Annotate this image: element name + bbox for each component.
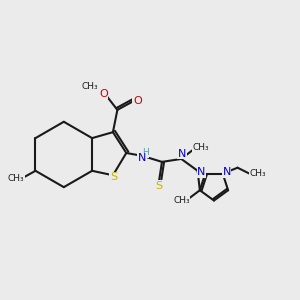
Text: O: O <box>99 88 108 98</box>
Text: S: S <box>155 181 163 191</box>
Text: CH₃: CH₃ <box>249 169 266 178</box>
Text: CH₃: CH₃ <box>8 174 25 183</box>
Text: N: N <box>197 167 206 177</box>
Text: N: N <box>222 167 231 177</box>
Text: CH₃: CH₃ <box>82 82 98 91</box>
Text: CH₃: CH₃ <box>193 142 209 152</box>
Text: N: N <box>178 148 186 159</box>
Text: H: H <box>142 148 148 158</box>
Text: S: S <box>110 172 117 182</box>
Text: N: N <box>138 153 146 163</box>
Text: O: O <box>133 96 142 106</box>
Text: CH₃: CH₃ <box>173 196 190 205</box>
